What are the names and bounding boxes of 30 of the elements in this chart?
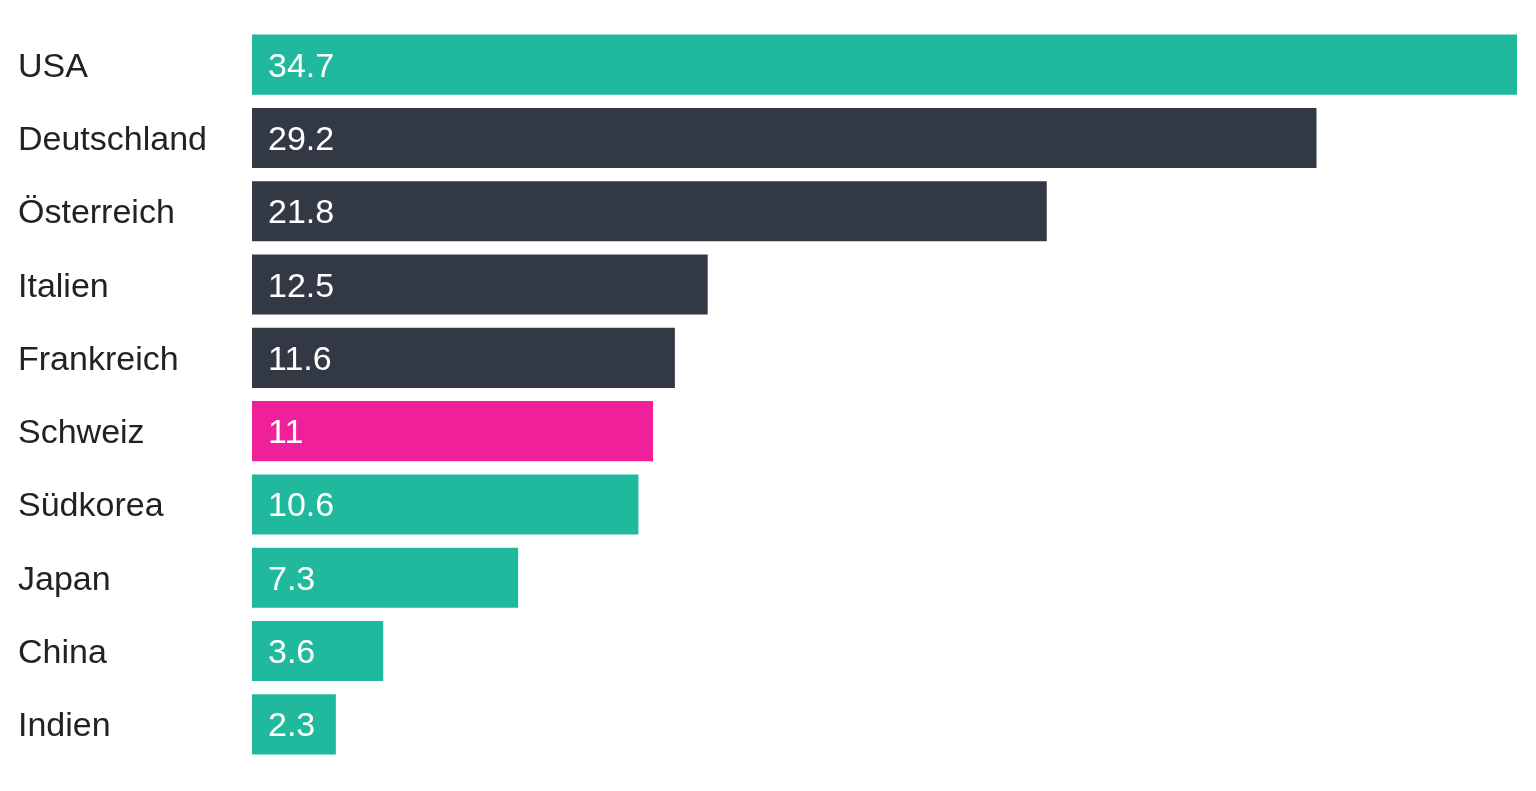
y-tick-label: Indien: [18, 705, 111, 744]
data-label: 12.5: [268, 265, 335, 304]
data-label: 10.6: [268, 485, 335, 524]
y-tick-label: Deutschland: [18, 118, 208, 157]
data-label: 2.3: [268, 705, 316, 744]
data-label: 3.6: [268, 632, 316, 671]
bar: [252, 34, 1517, 95]
data-label: 7.3: [268, 558, 316, 597]
bar: [252, 327, 675, 388]
data-label: 34.7: [268, 45, 335, 84]
data-label: 11: [268, 412, 304, 451]
bar: [252, 181, 1047, 242]
y-tick-label: China: [18, 632, 107, 671]
bar: [252, 474, 639, 535]
y-tick-label: Italien: [18, 265, 109, 304]
data-label: 21.8: [268, 192, 335, 231]
y-tick-label: Südkorea: [18, 485, 164, 524]
y-tick-label: Frankreich: [18, 338, 179, 377]
y-tick-label: Schweiz: [18, 412, 145, 451]
bar: [252, 621, 384, 682]
y-tick-label: USA: [18, 45, 89, 84]
bar: [252, 107, 1317, 168]
bar: [252, 254, 708, 315]
y-tick-label: Japan: [18, 558, 111, 597]
data-label: 29.2: [268, 118, 335, 157]
bar: [252, 401, 654, 462]
data-label: 11.6: [268, 338, 332, 377]
y-tick-label: Österreich: [18, 192, 175, 231]
bar: [252, 547, 519, 608]
bar: [252, 694, 336, 755]
